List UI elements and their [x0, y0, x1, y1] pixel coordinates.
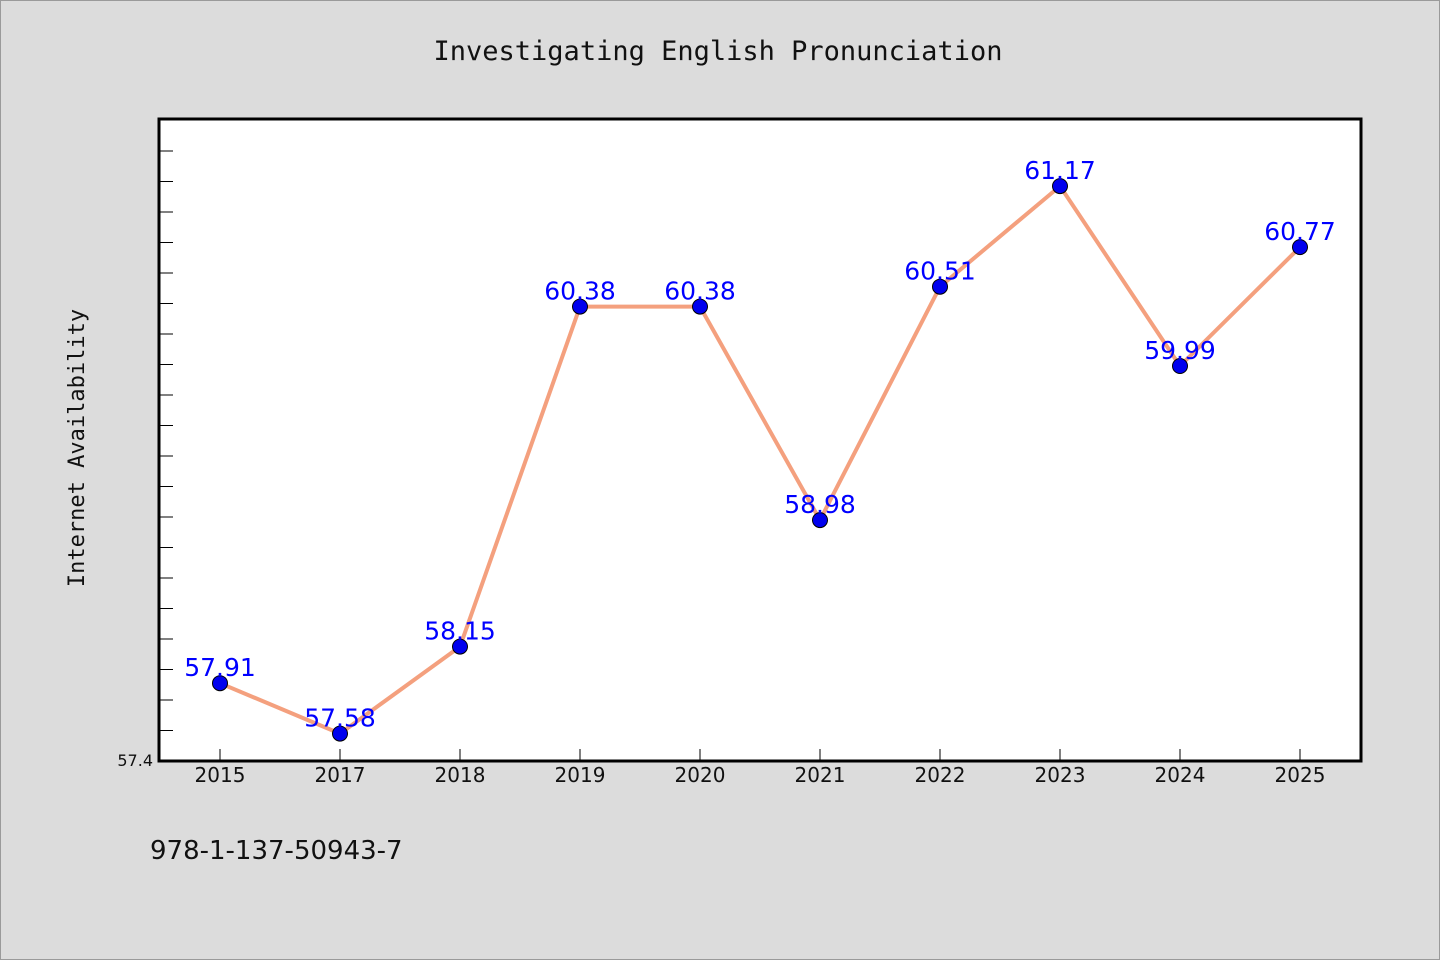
y-axis-label: Internet Availability: [65, 309, 90, 587]
data-point: [572, 298, 588, 315]
data-point: [212, 675, 228, 692]
data-label: 58.98: [784, 490, 856, 519]
data-point: [1052, 178, 1068, 195]
data-label: 60.38: [544, 277, 616, 306]
data-label: 61.17: [1024, 156, 1096, 185]
x-tick-label: 2017: [315, 763, 366, 787]
data-markers: [212, 178, 1308, 742]
data-labels: 57.91 57.58 58.15 60.38 60.38 58.98 60.51 61.17…: [184, 156, 1336, 733]
x-tick-label: 2021: [795, 763, 846, 787]
data-point: [1292, 239, 1308, 256]
data-label: 57.91: [184, 653, 256, 682]
x-axis-ticks: [219, 749, 1301, 761]
data-point: [932, 278, 948, 295]
y-axis-min-label: 57.4: [117, 751, 153, 770]
series-line-group: [219, 184, 1302, 736]
footer-code: 978-1-137-50943-7: [150, 836, 403, 866]
x-tick-label: 2024: [1155, 763, 1206, 787]
x-tick-label: 2020: [675, 763, 726, 787]
data-label: 60.38: [664, 277, 736, 306]
data-point: [692, 298, 708, 315]
data-label: 58.15: [424, 617, 496, 646]
x-tick-label: 2015: [195, 763, 246, 787]
x-tick-label: 2023: [1035, 763, 1086, 787]
chart-title: Investigating English Pronunciation: [434, 36, 1003, 67]
data-label: 60.51: [904, 257, 976, 286]
x-tick-label: 2018: [435, 763, 486, 787]
data-label: 60.77: [1264, 217, 1336, 246]
x-tick-label: 2022: [915, 763, 966, 787]
data-point: [812, 512, 828, 529]
data-label: 57.58: [304, 704, 376, 733]
data-label: 59.99: [1144, 336, 1216, 365]
data-point: [1172, 358, 1188, 374]
y-axis-minor-ticks: [159, 150, 173, 731]
series-line: [219, 184, 1302, 736]
x-axis-tick-labels: 2015 2017 2018 2019 2020 2021 2022 2023 2024 2025: [195, 763, 1326, 787]
x-tick-label: 2025: [1275, 763, 1326, 787]
x-tick-label: 2019: [555, 763, 606, 787]
data-point: [332, 725, 348, 742]
data-point: [452, 638, 468, 655]
plot-area: [157, 117, 1363, 763]
